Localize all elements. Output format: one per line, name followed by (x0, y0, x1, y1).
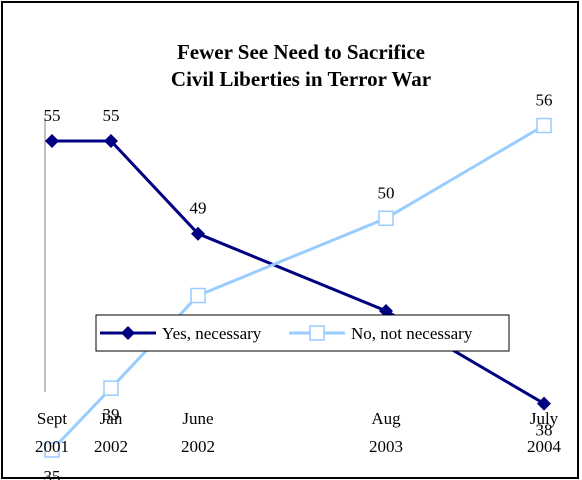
series-1-point-3 (378, 210, 394, 226)
x-axis-tick-labels: Sept 2001 Jan 2002 June 2002 Aug 2003 July 2004 (35, 409, 562, 456)
x-tick-4: July 2004 (527, 409, 562, 456)
legend-marker-no (309, 325, 325, 341)
x-tick-2: June 2002 (181, 409, 215, 456)
chart-title-line-2: Civil Liberties in Terror War (171, 67, 431, 91)
x-tick-4-month: July (530, 409, 559, 428)
series-1-label-3: 50 (378, 183, 395, 202)
x-tick-3-year: 2003 (369, 437, 403, 456)
x-tick-1-month: Jan (100, 409, 123, 428)
x-tick-1-year: 2002 (94, 437, 128, 456)
legend: Yes, necessary No, not necessary (95, 314, 510, 352)
chart-title: Fewer See Need to Sacrifice Civil Libert… (171, 40, 431, 91)
series-0-point-2 (191, 226, 205, 241)
x-tick-0-year: 2001 (35, 437, 69, 456)
series-0-label-4: 38 (536, 421, 553, 440)
x-tick-0: Sept 2001 (35, 409, 69, 456)
series-line-0 (52, 139, 545, 405)
chart-title-line-1: Fewer See Need to Sacrifice (177, 40, 425, 64)
series-1-point-0 (44, 442, 60, 458)
series-1-point-2 (190, 287, 206, 304)
series-0-point-3 (379, 303, 393, 318)
data-labels: 55554944383539455056 (44, 91, 553, 480)
series-1-point-4 (536, 117, 552, 134)
series-0-label-0: 55 (44, 106, 61, 125)
x-tick-4-year: 2004 (527, 437, 562, 456)
series-layer (44, 117, 552, 458)
x-tick-3-month: Aug (371, 409, 401, 428)
series-0-point-1 (104, 134, 118, 148)
x-tick-2-month: June (182, 409, 213, 428)
x-tick-1: Jan 2002 (94, 409, 128, 456)
series-1-label-0: 35 (44, 467, 61, 480)
series-0-point-4 (537, 396, 551, 411)
series-1-label-1: 39 (103, 405, 120, 424)
series-1-label-4: 56 (536, 91, 553, 110)
series-line-1 (50, 124, 545, 452)
series-0-label-2: 49 (190, 199, 207, 218)
legend-label-yes: Yes, necessary (162, 324, 262, 343)
x-tick-3: Aug 2003 (369, 409, 403, 456)
x-tick-0-month: Sept (37, 409, 68, 428)
legend-marker-yes (121, 326, 135, 340)
legend-label-no: No, not necessary (351, 324, 473, 343)
series-0-point-0 (45, 134, 59, 148)
series-0-label-1: 55 (103, 106, 120, 125)
x-tick-2-year: 2002 (181, 437, 215, 456)
series-1-point-1 (103, 380, 119, 396)
